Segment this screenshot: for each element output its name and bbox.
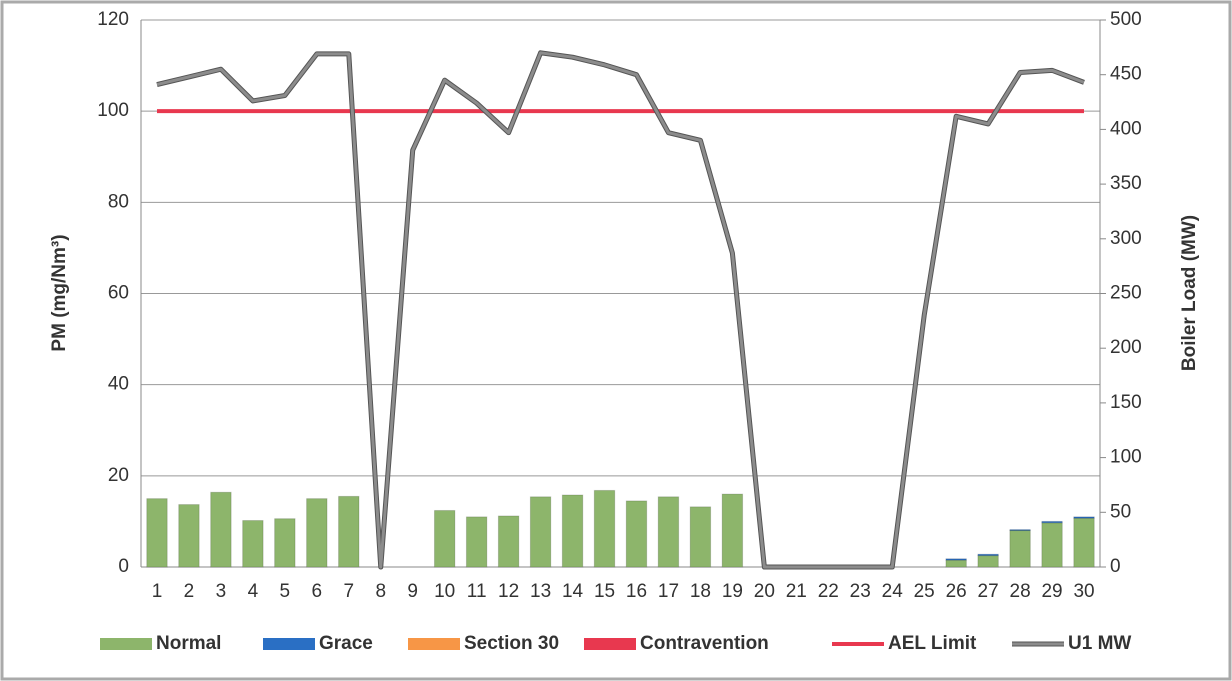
x-tick-label: 4 <box>248 581 259 602</box>
bar-segment <box>306 498 328 568</box>
bar-segment <box>625 500 648 568</box>
y2-tick-label: 150 <box>1110 392 1142 413</box>
x-tick-label: 5 <box>280 581 291 602</box>
x-tick-label: 24 <box>882 581 904 602</box>
legend-swatch <box>100 638 152 650</box>
x-tick-label: 17 <box>658 581 679 602</box>
bar-segment <box>977 555 999 568</box>
legend-label: AEL Limit <box>888 633 977 654</box>
x-tick-label: 15 <box>594 581 615 602</box>
bar-segment <box>561 494 584 568</box>
x-tick-label: 21 <box>786 581 807 602</box>
line-outline <box>156 50 1085 570</box>
x-tick-label: 8 <box>375 581 386 602</box>
bar-segment <box>497 515 520 568</box>
x-tick-label: 11 <box>467 581 487 602</box>
legend-label: Contravention <box>640 633 769 654</box>
x-tick-label: 7 <box>343 581 354 602</box>
y2-tick-label: 400 <box>1110 118 1142 139</box>
bar-segment <box>242 520 264 568</box>
y2-tick-label: 250 <box>1110 283 1142 304</box>
y-tick-label: 0 <box>118 556 129 577</box>
bar-segment <box>689 506 712 568</box>
bar-segment <box>338 495 360 568</box>
y-tick-label: 120 <box>97 9 129 30</box>
x-tick-label: 27 <box>978 581 999 602</box>
line <box>156 51 1085 569</box>
x-tick-label: 18 <box>690 581 711 602</box>
bar-segment <box>1073 517 1095 568</box>
y2-tick-label: 500 <box>1110 9 1142 30</box>
y-tick-label: 100 <box>97 100 129 121</box>
bar-segment <box>465 516 488 568</box>
x-tick-label: 20 <box>754 581 775 602</box>
y2-tick-label: 300 <box>1110 228 1142 249</box>
y-tick-label: 60 <box>108 283 129 304</box>
bar-segment <box>529 496 552 568</box>
x-tick-label: 6 <box>312 581 323 602</box>
legend-label: Section 30 <box>464 633 559 654</box>
bar-segment <box>1009 530 1031 568</box>
x-tick-label: 26 <box>946 581 967 602</box>
legend-label: Normal <box>156 633 221 654</box>
y2-tick-label: 0 <box>1110 556 1121 577</box>
x-tick-label: 19 <box>722 581 743 602</box>
bar-segment <box>945 558 967 561</box>
bar-segment <box>178 504 200 568</box>
y-axis-title: PM (mg/Nm³) <box>49 234 70 351</box>
x-tick-label: 2 <box>184 581 195 602</box>
x-tick-label: 30 <box>1073 581 1094 602</box>
x-tick-label: 3 <box>216 581 227 602</box>
x-tick-label: 29 <box>1041 581 1062 602</box>
bar-segment <box>721 493 744 568</box>
x-tick-label: 22 <box>818 581 839 602</box>
legend-swatch <box>584 638 636 650</box>
x-tick-label: 10 <box>434 581 455 602</box>
y-tick-label: 80 <box>108 191 129 212</box>
y2-axis-title: Boiler Load (MW) <box>1179 215 1200 371</box>
legend-label: U1 MW <box>1068 633 1131 654</box>
x-tick-label: 1 <box>152 581 163 602</box>
bar-segment <box>1041 520 1063 524</box>
bar-segment <box>657 496 680 568</box>
y-tick-label: 40 <box>108 374 129 395</box>
y-tick-label: 20 <box>108 465 129 486</box>
bar-segment <box>1073 516 1095 519</box>
y2-tick-label: 350 <box>1110 173 1142 194</box>
x-tick-label: 25 <box>914 581 935 602</box>
bar-segment <box>1009 529 1031 532</box>
x-tick-label: 13 <box>530 581 551 602</box>
legend-swatch <box>408 638 460 650</box>
x-tick-label: 9 <box>407 581 418 602</box>
bar-segment <box>146 498 168 568</box>
x-tick-label: 23 <box>850 581 871 602</box>
bar-segment <box>274 518 296 568</box>
x-tick-label: 16 <box>626 581 647 602</box>
y2-tick-label: 100 <box>1110 447 1142 468</box>
y2-tick-label: 50 <box>1110 501 1131 522</box>
bar-segment <box>945 559 967 568</box>
bar-segment <box>977 553 999 557</box>
legend-swatch <box>263 638 315 650</box>
x-tick-label: 28 <box>1010 581 1031 602</box>
legend-label: Grace <box>319 633 373 654</box>
bar-segment <box>210 491 232 568</box>
bar-segment <box>433 509 456 568</box>
x-tick-label: 12 <box>498 581 519 602</box>
y2-tick-label: 200 <box>1110 337 1142 358</box>
bar-segment <box>593 489 616 568</box>
y2-tick-label: 450 <box>1110 64 1142 85</box>
x-tick-label: 14 <box>562 581 584 602</box>
bar-segment <box>1041 522 1063 568</box>
